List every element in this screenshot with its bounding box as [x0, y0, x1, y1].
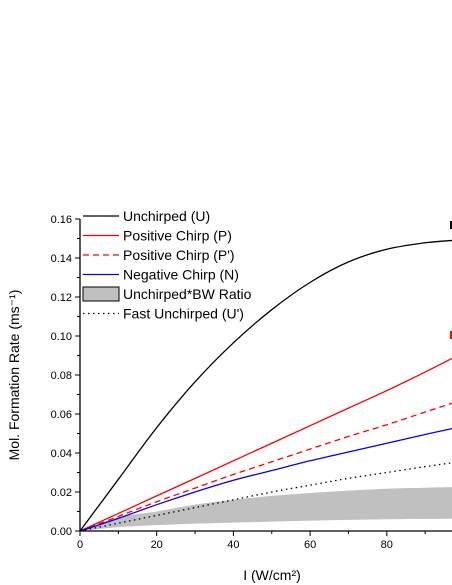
series-line-fast-unchirped-u [79, 462, 452, 532]
series-line-negative-chirp-n [79, 427, 452, 532]
x-tick-label: 0 [77, 539, 83, 551]
y-tick-label: 0.00 [51, 526, 72, 538]
x-tick-label: 40 [227, 539, 239, 551]
legend-swatch-unchirped-bw-ratio [82, 286, 120, 302]
legend: Unchirped (U) Positive Chirp (P) Positive … [82, 208, 252, 322]
y-axis-title: Mol. Formation Rate (ms⁻¹) [6, 290, 22, 461]
edge-marker-black [450, 221, 452, 229]
series-line-unchirped-u [79, 239, 452, 532]
legend-label-positive-chirp-p: Positive Chirp (P') [123, 247, 235, 263]
series-layer [79, 239, 452, 532]
y-tick-label: 0.10 [51, 331, 72, 343]
bw-ratio-band [80, 487, 452, 531]
legend-label-fast-unchirped-u: Fast Unchirped (U') [123, 306, 244, 322]
edge-marker-red [450, 331, 452, 339]
y-tick-label: 0.16 [51, 214, 72, 226]
y-tick-label: 0.06 [51, 409, 72, 421]
x-tick-label: 20 [151, 539, 163, 551]
y-tick-label: 0.14 [51, 253, 72, 265]
y-tick-label: 0.04 [51, 448, 72, 460]
x-axis-title: I (W/cm²) [243, 567, 301, 583]
legend-label-positive-chirp-p: Positive Chirp (P) [123, 228, 232, 244]
series-line-positive-chirp-p [79, 357, 452, 532]
legend-label-unchirped-bw-ratio: Unchirped*BW Ratio [123, 286, 252, 302]
x-tick-label: 60 [304, 539, 316, 551]
y-tick-label: 0.08 [51, 370, 72, 382]
bw-ratio-band-layer [80, 487, 452, 531]
legend-label-unchirped-u: Unchirped (U) [123, 208, 210, 224]
edge-markers [450, 221, 452, 339]
x-tick-label: 80 [381, 539, 393, 551]
tick-layer: 0 20 40 60 80 0.00 0.02 0.04 0.06 0.08 0.10 0.12 0.1… [51, 214, 426, 551]
legend-label-negative-chirp-n: Negative Chirp (N) [123, 267, 239, 283]
y-tick-label: 0.02 [51, 487, 72, 499]
y-tick-label: 0.12 [51, 292, 72, 304]
series-line-positive-chirp-p [79, 402, 452, 532]
